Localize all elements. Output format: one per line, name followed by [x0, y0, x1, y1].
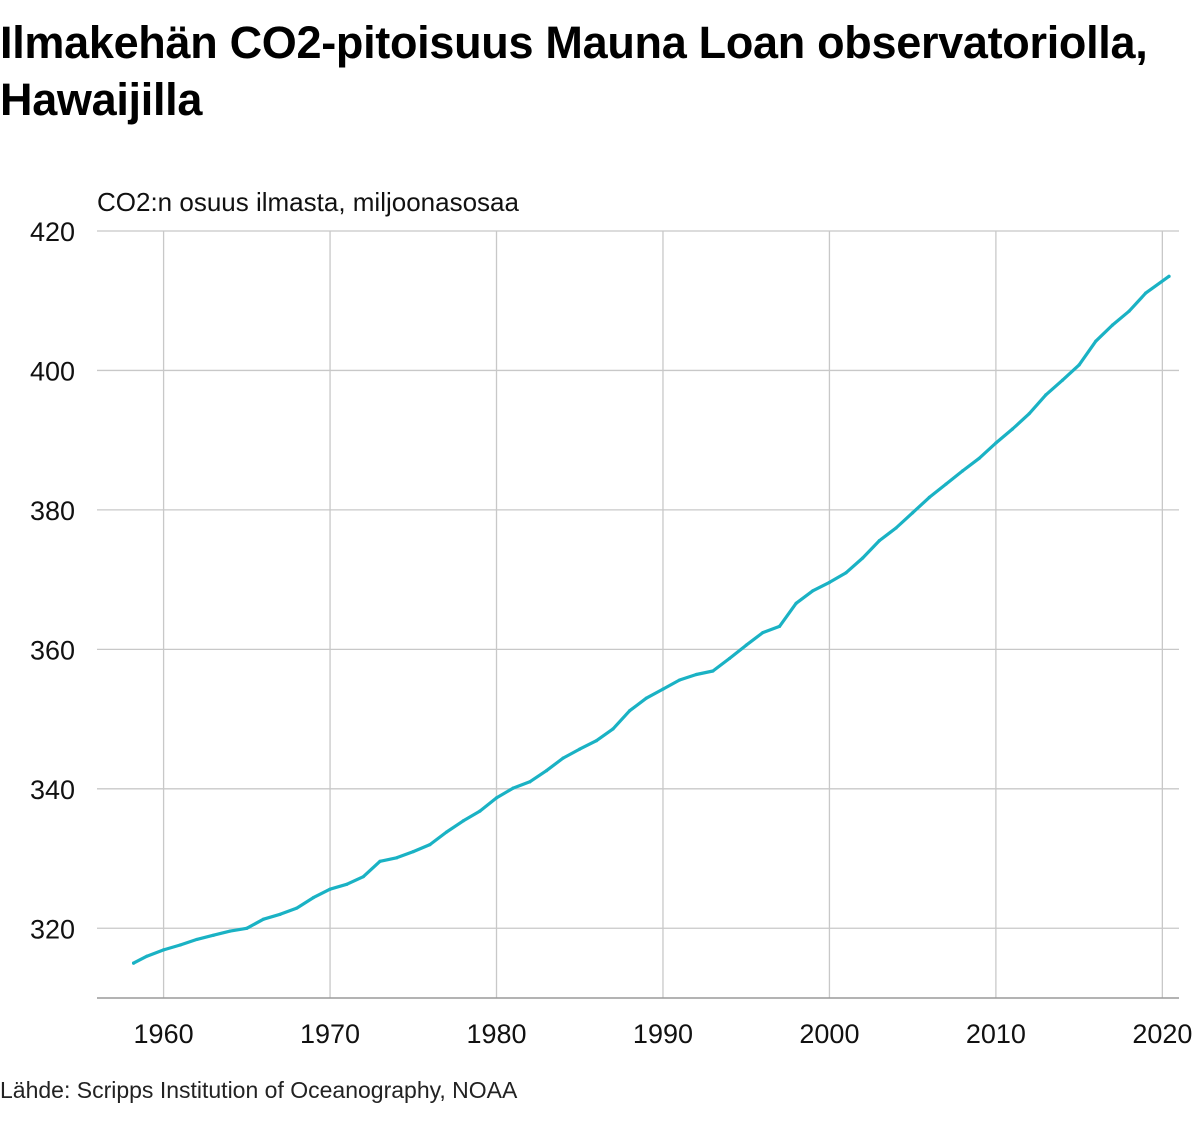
co2-data-point: [661, 687, 665, 691]
y-tick-label: 360: [30, 635, 75, 665]
co2-data-point: [378, 859, 382, 863]
x-tick-label: 1980: [466, 1019, 526, 1049]
co2-data-point: [411, 849, 415, 854]
co2-data-point: [961, 469, 965, 473]
co2-data-point: [794, 601, 798, 605]
co2-data-point: [1144, 291, 1148, 295]
co2-data-point: [228, 929, 232, 933]
co2-data-point: [1027, 412, 1031, 416]
co2-data-point: [161, 948, 166, 952]
co2-data-point: [644, 696, 648, 700]
co2-data-point: [478, 809, 482, 813]
co2-data-point: [328, 887, 332, 891]
co2-data-point: [544, 769, 549, 773]
co2-data-point: [444, 830, 449, 834]
co2-data-point: [345, 882, 349, 886]
co2-data-point: [711, 669, 715, 673]
x-tick-label: 1960: [134, 1019, 194, 1049]
co2-data-point: [1110, 323, 1115, 327]
co2-data-point: [528, 780, 532, 784]
co2-data-point: [295, 906, 299, 910]
y-axis-ticks: 320 340 360 380 400 420: [30, 217, 75, 944]
y-tick-label: 340: [30, 775, 75, 805]
co2-data-point: [311, 895, 315, 900]
co2-data-point: [927, 495, 931, 499]
co2-data-point: [261, 917, 266, 921]
co2-data-point: [911, 511, 915, 515]
x-tick-label: 2010: [966, 1019, 1026, 1049]
co2-data-point: [1127, 309, 1131, 313]
co2-data-point: [494, 796, 499, 800]
co2-data-point: [1167, 274, 1171, 278]
co2-series-line: [132, 274, 1171, 965]
co2-data-point: [861, 556, 865, 560]
co2-data-point: [994, 441, 998, 445]
co2-data-point: [278, 912, 282, 916]
co2-data-point: [594, 739, 598, 743]
chart-title: Ilmakehän CO2-pitoisuus Mauna Loan obser…: [0, 17, 1148, 125]
co2-data-point: [211, 933, 216, 937]
co2-data-point: [977, 456, 981, 460]
co2-data-point: [132, 961, 136, 965]
co2-data-point: [428, 843, 432, 847]
co2-data-point: [827, 580, 832, 585]
gridlines: [97, 230, 1179, 999]
x-axis-ticks: 1960 1970 1980 1990 2000 2010 2020: [134, 1019, 1193, 1049]
co2-data-point: [145, 954, 149, 958]
co2-data-point: [1044, 393, 1048, 397]
y-axis-unit-label: CO2:n osuus ilmasta, miljoonasosaa: [97, 187, 520, 217]
co2-data-point: [844, 571, 848, 575]
co2-data-point: [811, 589, 815, 593]
co2-data-point: [944, 482, 948, 486]
co2-data-point: [461, 819, 465, 823]
co2-data-point: [877, 538, 881, 543]
line-chart: CO2:n osuus ilmasta, miljoonasosaa 320 34…: [30, 187, 1193, 1049]
source-note: Lähde: Scripps Institution of Oceanograp…: [0, 1077, 518, 1103]
co2-data-point: [395, 856, 399, 860]
y-tick-label: 420: [30, 217, 75, 247]
co2-data-point: [694, 672, 698, 677]
y-tick-label: 380: [30, 496, 75, 526]
co2-data-point: [894, 526, 898, 530]
co2-data-point: [628, 709, 632, 713]
series-layer: [132, 274, 1171, 965]
x-tick-label: 2020: [1132, 1019, 1192, 1049]
co2-data-point: [245, 926, 249, 930]
co2-data-point: [1094, 339, 1098, 343]
co2-data-point: [678, 678, 682, 682]
co2-data-point: [561, 756, 565, 760]
co2-data-point: [611, 727, 615, 731]
co2-data-point: [777, 624, 782, 628]
co2-data-point: [1010, 427, 1015, 431]
co2-data-point: [1060, 378, 1065, 382]
co2-data-point: [511, 786, 515, 790]
co2-data-point: [578, 747, 582, 751]
x-tick-label: 2000: [799, 1019, 859, 1049]
co2-data-point: [727, 656, 732, 661]
y-tick-label: 400: [30, 356, 75, 386]
y-tick-label: 320: [30, 914, 75, 944]
co2-data-point: [178, 943, 182, 947]
co2-data-point: [195, 937, 199, 942]
x-tick-label: 1970: [300, 1019, 360, 1049]
co2-data-point: [361, 875, 365, 879]
co2-data-point: [1077, 363, 1081, 367]
x-tick-label: 1990: [633, 1019, 693, 1049]
co2-data-point: [761, 631, 765, 635]
co2-data-point: [744, 643, 748, 647]
